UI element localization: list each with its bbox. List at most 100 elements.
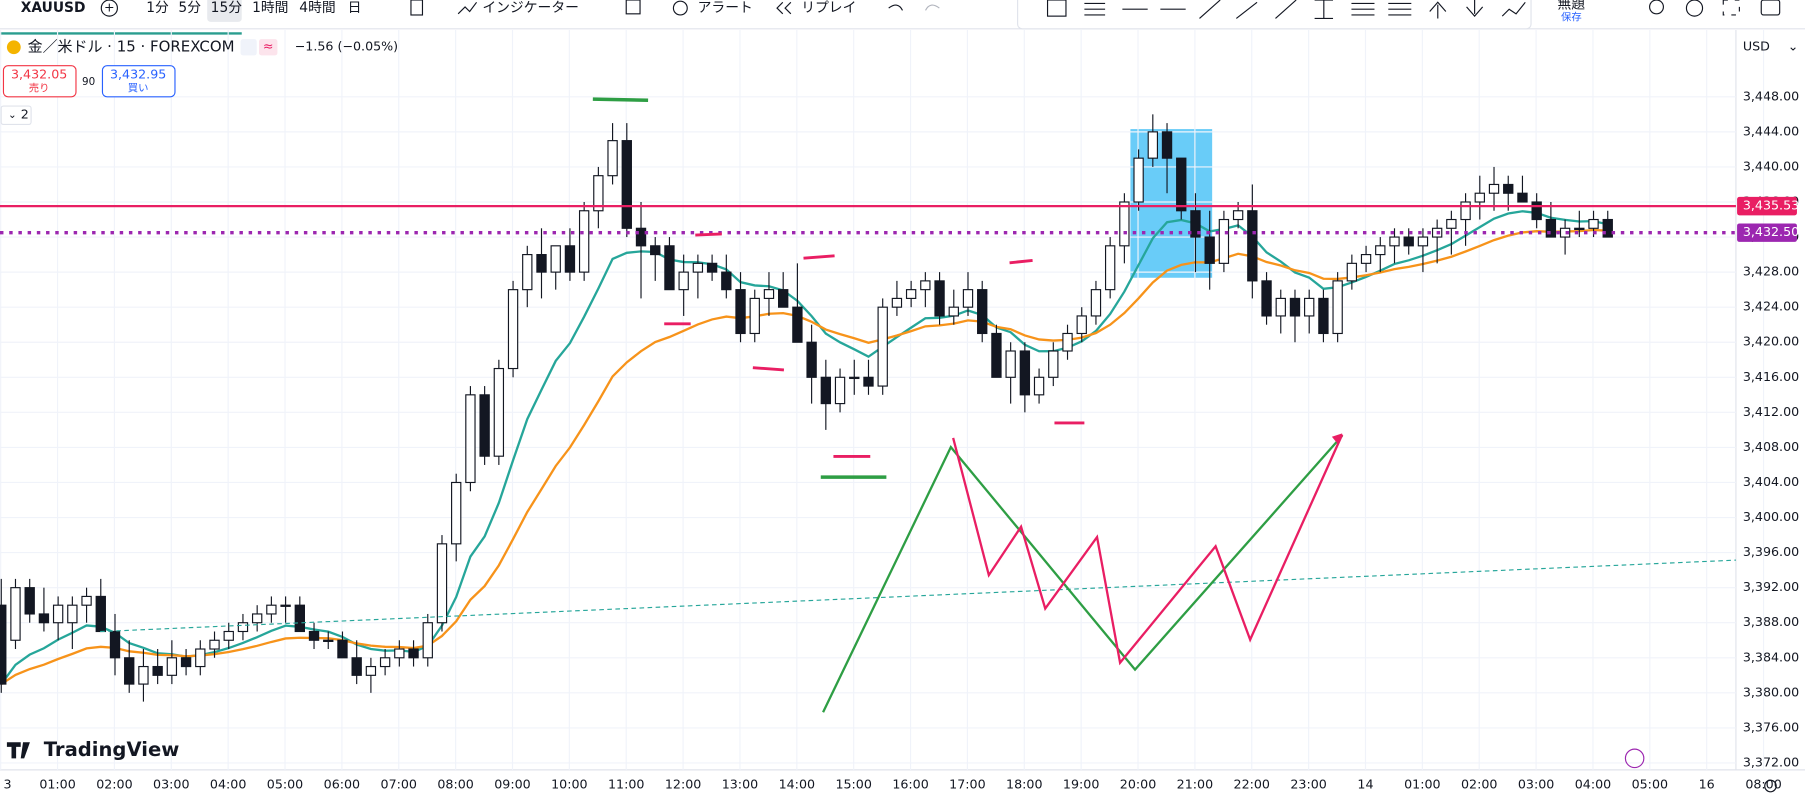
active-interval-bg xyxy=(207,0,242,22)
price-tag-label: 3,435.53 xyxy=(1743,198,1799,213)
snapshot-button[interactable] xyxy=(1760,0,1781,16)
tool-arrow-down[interactable] xyxy=(1466,0,1484,18)
tool-line[interactable] xyxy=(1275,0,1297,19)
drawings xyxy=(100,97,1736,713)
buy-price: 3,432.95 xyxy=(110,66,166,81)
tool-brush[interactable] xyxy=(1235,1,1258,19)
candle-body xyxy=(1346,262,1358,282)
y-tick-label: 3,372.00 xyxy=(1743,754,1799,769)
drawing-tools xyxy=(1046,0,1526,20)
interval-button[interactable]: 日 xyxy=(348,0,362,16)
tool-fib[interactable] xyxy=(1084,2,1106,16)
marker xyxy=(803,254,835,260)
candle-body xyxy=(422,622,433,659)
y-tick-label: 3,380.00 xyxy=(1743,684,1799,699)
candle-body xyxy=(10,587,21,641)
candle-body xyxy=(337,639,348,659)
flash-button[interactable] xyxy=(1624,748,1645,769)
currency-dropdown[interactable]: ⌄ xyxy=(1788,39,1799,54)
tool-arrow-up[interactable] xyxy=(1429,1,1447,19)
symbol[interactable]: XAUUSD xyxy=(21,0,86,16)
candle-body xyxy=(806,341,817,378)
x-tick-label: 13:00 xyxy=(722,776,758,791)
buy-label: 買い xyxy=(128,83,149,95)
interval-button[interactable]: 4時間 xyxy=(299,0,335,16)
wave-button[interactable] xyxy=(259,39,278,56)
fullscreen-button[interactable] xyxy=(1722,0,1740,16)
replay-icon xyxy=(776,1,792,15)
candle-body xyxy=(166,657,178,676)
legend: 金／米ドル · 15 · FOREXCOM ≈ −1.56 (−0.05%) 3… xyxy=(0,38,398,126)
interval-button[interactable]: 1時間 xyxy=(252,0,288,16)
x-tick-label: 04:00 xyxy=(1575,776,1611,791)
candle-body xyxy=(593,175,604,212)
candle-body xyxy=(934,280,945,317)
indicator-count: 2 xyxy=(21,107,29,122)
y-tick-label: 3,376.00 xyxy=(1743,719,1799,734)
tool-rect[interactable] xyxy=(1046,0,1067,17)
candle-body xyxy=(536,254,547,273)
candle-body xyxy=(706,262,718,273)
candle-body xyxy=(692,262,704,273)
x-tick-label: 09:00 xyxy=(494,776,530,791)
candle-body xyxy=(607,140,618,177)
y-tick-label: 3,384.00 xyxy=(1743,649,1799,664)
candle-body xyxy=(1133,157,1144,203)
candle-body xyxy=(1232,210,1244,221)
candle-body xyxy=(1559,227,1571,238)
x-tick-label: 04:00 xyxy=(210,776,246,791)
tool-path[interactable] xyxy=(1501,1,1526,17)
candle-body xyxy=(1190,210,1201,238)
candle-body xyxy=(578,210,590,273)
tool-channel[interactable] xyxy=(1351,2,1375,16)
candle-body xyxy=(1076,315,1087,335)
replay-button[interactable]: リプレイ xyxy=(801,0,856,16)
candle-body xyxy=(877,306,888,387)
search-button[interactable] xyxy=(1649,0,1664,15)
candle-body xyxy=(1531,201,1542,221)
axis-settings[interactable] xyxy=(1764,779,1777,793)
moving-average xyxy=(0,228,1608,686)
x-tick-label: 20:00 xyxy=(1120,776,1156,791)
eye-button[interactable] xyxy=(240,39,257,56)
tool-trend[interactable] xyxy=(1199,0,1221,19)
y-tick-label: 3,440.00 xyxy=(1743,158,1799,173)
candle-body xyxy=(721,271,732,291)
add-icon: + xyxy=(104,0,115,15)
candle-body xyxy=(948,306,959,317)
chevron: ⌄ xyxy=(8,109,17,121)
candle-body xyxy=(1488,183,1500,194)
x-tick-label: 16 xyxy=(1699,776,1715,791)
settings-button[interactable] xyxy=(1685,0,1704,17)
interval-button[interactable]: 1分 xyxy=(146,0,169,16)
green-marker xyxy=(592,97,649,102)
tool-pitchfork[interactable] xyxy=(1388,2,1412,16)
sell-button[interactable] xyxy=(2,65,77,98)
candle-body xyxy=(95,595,106,633)
candle-body xyxy=(1318,297,1329,335)
candle-body xyxy=(678,271,689,291)
layout-name[interactable]: 無題 xyxy=(1558,0,1586,13)
save-label[interactable]: 保存 xyxy=(1561,10,1582,23)
candle-body xyxy=(635,227,647,247)
tool-measure[interactable] xyxy=(1314,0,1334,20)
candle-body xyxy=(1517,192,1528,203)
add-symbol-button[interactable] xyxy=(100,0,118,17)
candle-body xyxy=(1360,254,1372,264)
buy-button[interactable] xyxy=(101,65,176,98)
candle-body xyxy=(180,657,192,668)
redo-button[interactable] xyxy=(925,4,940,11)
candle-body xyxy=(1389,236,1400,247)
alert-button[interactable]: アラート xyxy=(698,0,753,16)
templates-button[interactable] xyxy=(625,0,641,15)
chart-type-button[interactable] xyxy=(410,0,424,16)
x-tick-label: 21:00 xyxy=(1177,776,1213,791)
green-zigzag xyxy=(822,434,1344,713)
interval-button[interactable]: 15分 xyxy=(211,0,243,16)
indicator-toggle[interactable] xyxy=(0,105,32,126)
interval-button[interactable]: 5分 xyxy=(178,0,201,16)
undo-button[interactable] xyxy=(888,4,904,11)
candle-body xyxy=(1332,280,1343,335)
indicators-button[interactable]: インジケーター xyxy=(482,0,579,16)
marker xyxy=(695,232,722,237)
